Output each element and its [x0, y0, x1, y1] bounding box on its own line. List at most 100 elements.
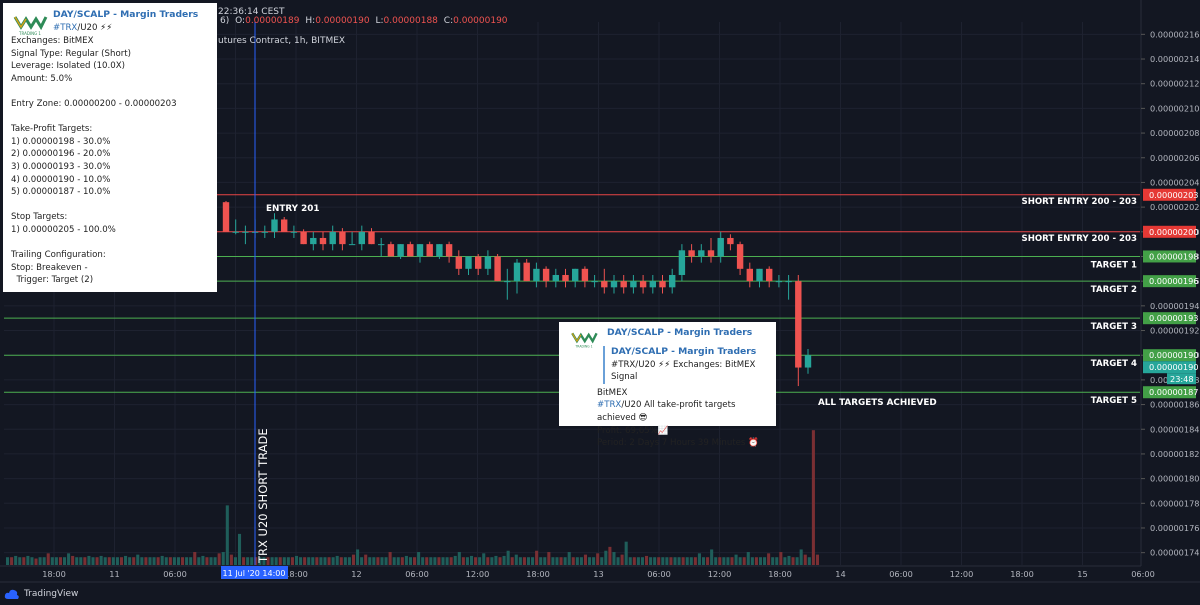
- volume-bar: [624, 541, 628, 565]
- candle-body: [358, 231, 365, 245]
- candle: [775, 274, 783, 288]
- candle-body: [271, 219, 278, 232]
- pair-hashtag[interactable]: #TRX: [53, 22, 78, 33]
- volume-bar: [250, 557, 254, 565]
- target-line-label: TARGET 1: [1091, 260, 1137, 270]
- time-tick-label: 12: [351, 569, 361, 579]
- volume-bar: [514, 554, 518, 565]
- candle-body: [329, 231, 336, 245]
- volume-bar: [750, 557, 754, 565]
- time-axis-background: [0, 566, 1200, 605]
- volume-bar: [592, 557, 596, 565]
- volume-bar: [429, 557, 433, 565]
- candle: [785, 274, 792, 300]
- candle-body: [542, 268, 550, 282]
- candle: [348, 231, 356, 246]
- volume-bar: [128, 557, 132, 565]
- candle-body: [756, 268, 763, 282]
- candle: [504, 268, 511, 300]
- candle-body: [222, 202, 230, 232]
- volume-bar: [616, 557, 620, 565]
- volume-bar: [787, 555, 791, 565]
- signal-details: Exchanges: BitMEX Signal Type: Regular (S…: [11, 35, 209, 287]
- volume-bar: [559, 557, 563, 565]
- volume-bar: [246, 557, 250, 565]
- candle-body: [795, 281, 802, 368]
- volume-bar: [115, 557, 119, 565]
- signal-line: Take-Profit Targets:: [11, 124, 93, 135]
- volume-bar: [83, 557, 87, 565]
- signal-line: Trigger: Target (2): [11, 275, 94, 286]
- target-price-badge: [1143, 275, 1196, 288]
- result-line-targets: #TRX/U20 All take-profit targets achieve…: [597, 400, 736, 423]
- candle: [639, 274, 647, 294]
- target-price-badge: [1143, 386, 1196, 399]
- volume-bar: [608, 546, 612, 565]
- signal-line: 4) 0.00000190 - 10.0%: [11, 174, 111, 185]
- volume-bar: [596, 553, 600, 565]
- trading-logo-icon: TRADING 1: [13, 16, 48, 36]
- volume-bar: [482, 553, 486, 565]
- volume-bar: [372, 557, 376, 565]
- volume-bar: [600, 557, 604, 565]
- price-tick-label: 0.00000192: [1150, 326, 1200, 336]
- price-tick-label: 0.00000180: [1150, 474, 1200, 484]
- volume-bar: [498, 557, 502, 565]
- result-message-card: TRADING 1 DAY/SCALP - Margin Traders DAY…: [559, 322, 776, 448]
- price-tick-label: 0.00000174: [1150, 548, 1200, 558]
- candle: [290, 225, 298, 238]
- candle: [339, 228, 346, 251]
- candle-body: [717, 237, 724, 257]
- time-highlight-label: 11 Jul '20 14:00: [223, 569, 286, 578]
- candle: [707, 237, 715, 263]
- volume-bar: [164, 557, 168, 565]
- result-line-profit: Profit: 69,65%📈: [597, 425, 669, 436]
- volume-bar: [669, 557, 673, 565]
- time-tick-label: 06:00: [163, 569, 187, 579]
- candle-body: [620, 281, 627, 288]
- signal-line: [11, 111, 209, 124]
- volume-bar: [579, 557, 583, 565]
- time-axis[interactable]: 18:001106:0012:0018:001206:0012:0018:001…: [0, 565, 1200, 605]
- volume-bar: [547, 552, 551, 565]
- candle: [795, 274, 802, 387]
- candle-body: [339, 231, 346, 245]
- volume-bar: [197, 557, 201, 565]
- volume-bar: [604, 550, 608, 565]
- candle-body: [455, 256, 462, 269]
- volume-bar: [400, 557, 404, 565]
- volume-bar: [136, 554, 140, 565]
- time-tick-label: 06:00: [647, 569, 671, 579]
- volume-bar: [376, 557, 380, 565]
- volume-bar: [181, 557, 185, 565]
- price-tick-label: 0.00000214: [1150, 54, 1200, 64]
- candle-body: [261, 231, 268, 233]
- price-tick-label: 0.00000216: [1150, 29, 1200, 39]
- volume-bar: [388, 552, 392, 565]
- tradingview-brand[interactable]: TradingView: [4, 586, 78, 602]
- svg-text:TRADING 1: TRADING 1: [18, 31, 41, 36]
- volume-bar: [502, 555, 506, 565]
- short-trade-annotation: TRX U20 SHORT TRADE: [256, 428, 270, 564]
- volume-bar: [612, 552, 616, 565]
- candle: [455, 250, 462, 275]
- volume-bar: [807, 557, 811, 565]
- volume-bar: [392, 557, 396, 565]
- volume-bar: [303, 557, 307, 565]
- volume-bar: [225, 505, 229, 565]
- target-price-badge: [1143, 312, 1196, 325]
- candle-body: [242, 231, 249, 233]
- volume-bar: [339, 557, 343, 565]
- volume-bar: [413, 557, 417, 565]
- volume-bar: [767, 553, 771, 565]
- volume-bar: [58, 557, 62, 565]
- volume-bar: [649, 557, 653, 565]
- volume-bar: [474, 557, 478, 565]
- quoted-message[interactable]: DAY/SCALP - Margin Traders #TRX/U20 ⚡⚡ E…: [603, 346, 770, 384]
- time-tick-label: 15: [1077, 569, 1087, 579]
- signal-line: Exchanges: BitMEX: [11, 36, 94, 46]
- signal-line: 2) 0.00000196 - 20.0%: [11, 149, 111, 160]
- volume-bar: [46, 553, 50, 565]
- candle-body: [630, 281, 637, 288]
- price-axis[interactable]: 0.00000216 0.00000214 0.00000212 0.00000210…: [1140, 0, 1200, 567]
